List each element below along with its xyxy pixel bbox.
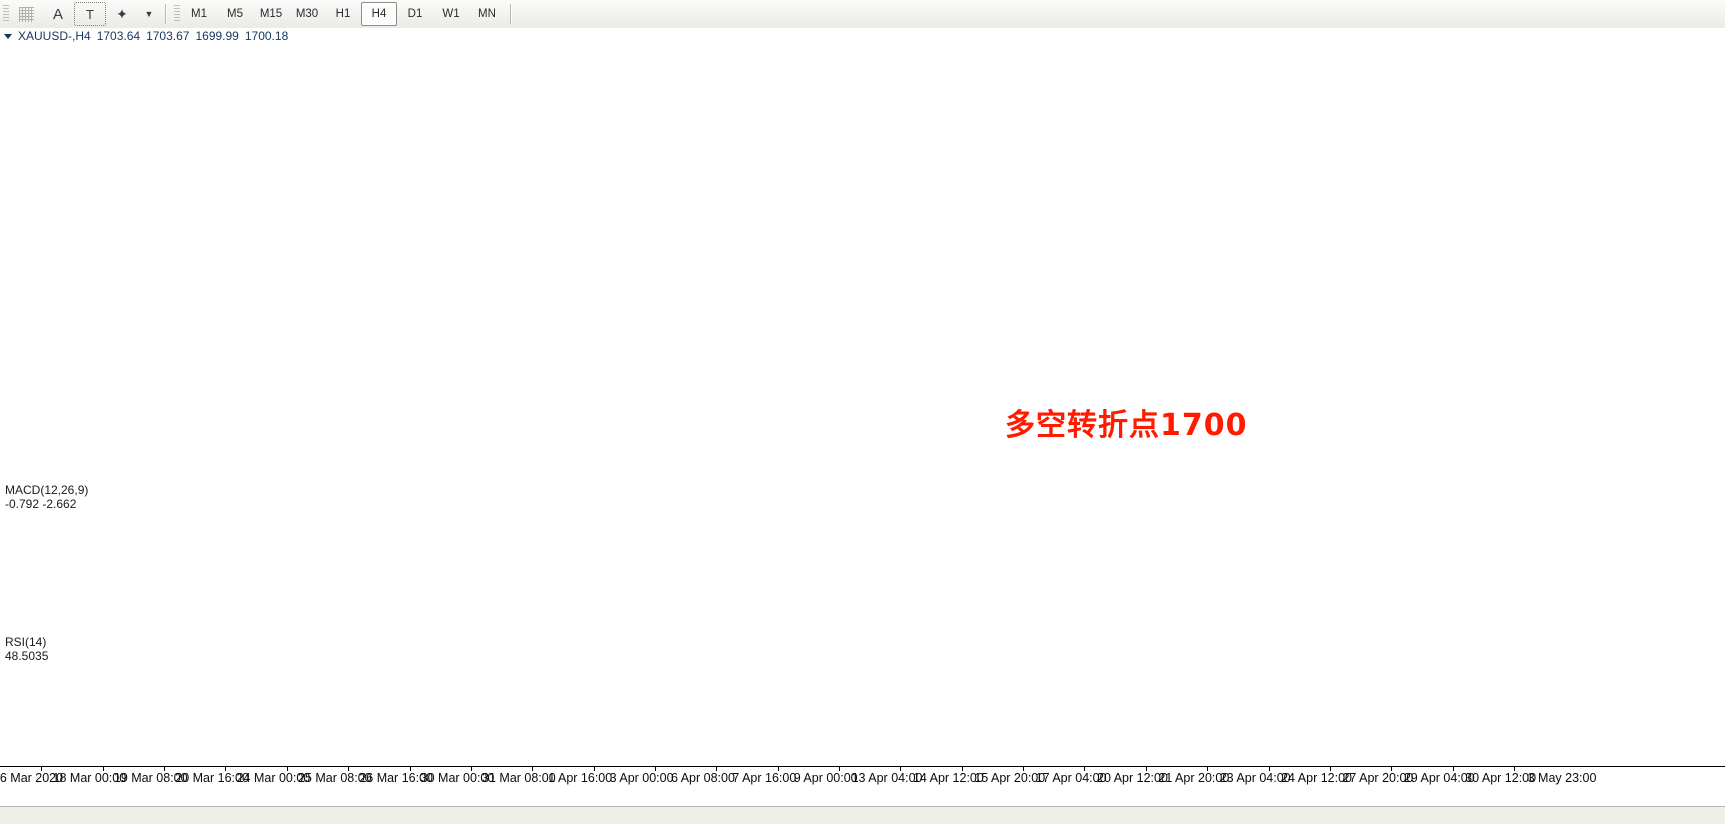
time-tick-label: 20 Mar 16:00 <box>175 771 249 785</box>
time-tick <box>348 767 350 771</box>
time-tick-label: 26 Mar 16:00 <box>359 771 433 785</box>
time-tick-label: 13 Apr 04:00 <box>851 771 923 785</box>
time-tick-label: 1 Apr 16:00 <box>548 771 613 785</box>
time-tick <box>654 767 656 771</box>
timeframe-mn[interactable]: MN <box>478 8 496 20</box>
time-tick-label: 7 Apr 16:00 <box>732 771 797 785</box>
rsi-label: RSI(14) 48.5035 <box>5 635 49 663</box>
time-tick <box>1391 767 1393 771</box>
time-tick-label: 24 Mar 00:00 <box>236 771 311 785</box>
timeframe-m5[interactable]: M5 <box>227 8 243 20</box>
time-tick <box>1329 767 1331 771</box>
macd-label: MACD(12,26,9) -0.792 -2.662 <box>5 483 89 511</box>
time-tick <box>900 767 902 771</box>
time-tick-label: 30 Mar 00:00 <box>420 771 495 785</box>
time-tick-label: 15 Apr 20:00 <box>974 771 1046 785</box>
timeframe-d1[interactable]: D1 <box>407 8 423 20</box>
time-tick <box>286 767 288 771</box>
time-tick <box>409 767 411 771</box>
time-tick <box>1268 767 1270 771</box>
time-tick <box>470 767 472 771</box>
timeframe-h4[interactable]: H4 <box>361 2 397 26</box>
grid-glyph <box>18 6 34 22</box>
text-label-icon[interactable]: A <box>52 5 63 23</box>
chart-annotation-text: 多空转折点1700 <box>1005 408 1248 443</box>
time-tick-label: 24 Apr 12:00 <box>1281 771 1352 785</box>
timeframe-w1[interactable]: W1 <box>442 8 460 20</box>
time-tick-label: 31 Mar 08:00 <box>482 771 556 785</box>
status-bar <box>0 806 1725 824</box>
time-tick-label: 16 Mar 2020 <box>0 771 64 785</box>
timeframe-h1[interactable]: H1 <box>335 8 351 20</box>
time-tick <box>102 767 104 771</box>
time-tick-label: 20 Apr 12:00 <box>1097 771 1168 785</box>
time-tick-label: 29 Apr 04:00 <box>1403 771 1475 785</box>
time-tick <box>225 767 227 771</box>
ohlc-high: 1703.67 <box>146 29 190 43</box>
time-tick-label: 9 Apr 00:00 <box>793 771 858 785</box>
time-tick <box>1145 767 1147 771</box>
time-tick-label: 27 Apr 20:00 <box>1342 771 1414 785</box>
ohlc-low: 1699.99 <box>195 29 239 43</box>
time-tick-label: 21 Apr 20:00 <box>1158 771 1230 785</box>
time-tick <box>1514 767 1515 771</box>
time-tick <box>164 767 166 771</box>
time-tick <box>1207 767 1209 771</box>
time-tick-label: 3 Apr 00:00 <box>609 771 674 785</box>
text-box-icon[interactable]: T <box>74 2 106 26</box>
ohlc-close: 1700.18 <box>244 29 289 43</box>
symbol-info-bar: XAUUSD-,H4 1703.64 1703.67 1699.99 1700.… <box>0 28 288 44</box>
timeframe-m15[interactable]: M15 <box>259 8 283 20</box>
time-tick-label: 25 Mar 08:00 <box>297 771 372 785</box>
chevron-down-icon[interactable] <box>4 33 12 39</box>
time-tick <box>839 767 841 771</box>
timeframe-m1[interactable]: M1 <box>191 8 207 20</box>
toolbar-separator-2 <box>510 4 511 24</box>
grid-crosshair-icon[interactable] <box>10 2 42 26</box>
time-tick <box>1452 767 1454 771</box>
time-tick-label: 30 Apr 12:00 <box>1465 771 1537 785</box>
time-tick-label: 18 Mar 00:00 <box>52 771 127 785</box>
timeframe-m30[interactable]: M30 <box>295 8 319 20</box>
symbol-label: XAUUSD-,H4 <box>18 29 91 43</box>
timeframe-gripper[interactable] <box>174 5 180 23</box>
time-tick-label: 3 May 23:00 <box>1527 771 1597 785</box>
time-tick-label: 6 Apr 08:00 <box>670 771 735 785</box>
chart-area[interactable]: XAUUSD-,H4 1703.64 1703.67 1699.99 1700.… <box>0 28 1725 824</box>
time-tick <box>593 767 595 771</box>
time-tick <box>777 767 779 771</box>
main-toolbar: A T ✦ ▼ M1 M5 M15 M30 H1 H4 D1 W1 MN <box>0 0 1725 29</box>
time-tick-label: 19 Mar 08:00 <box>113 771 188 785</box>
toolbar-gripper[interactable] <box>3 5 9 23</box>
time-tick <box>41 767 43 771</box>
time-tick-label: 17 Apr 04:00 <box>1035 771 1107 785</box>
time-tick-label: 23 Apr 04:00 <box>1219 771 1291 785</box>
indicators-dropdown-arrow-icon[interactable]: ▼ <box>144 9 154 19</box>
time-tick <box>532 767 534 771</box>
time-tick <box>1023 767 1025 771</box>
time-tick <box>961 767 963 771</box>
ohlc-open: 1703.64 <box>96 29 141 43</box>
indicators-icon[interactable]: ✦ <box>116 5 128 22</box>
time-tick <box>716 767 718 771</box>
time-tick-label: 14 Apr 12:00 <box>912 771 984 785</box>
time-tick <box>1084 767 1086 771</box>
toolbar-separator <box>165 4 166 24</box>
